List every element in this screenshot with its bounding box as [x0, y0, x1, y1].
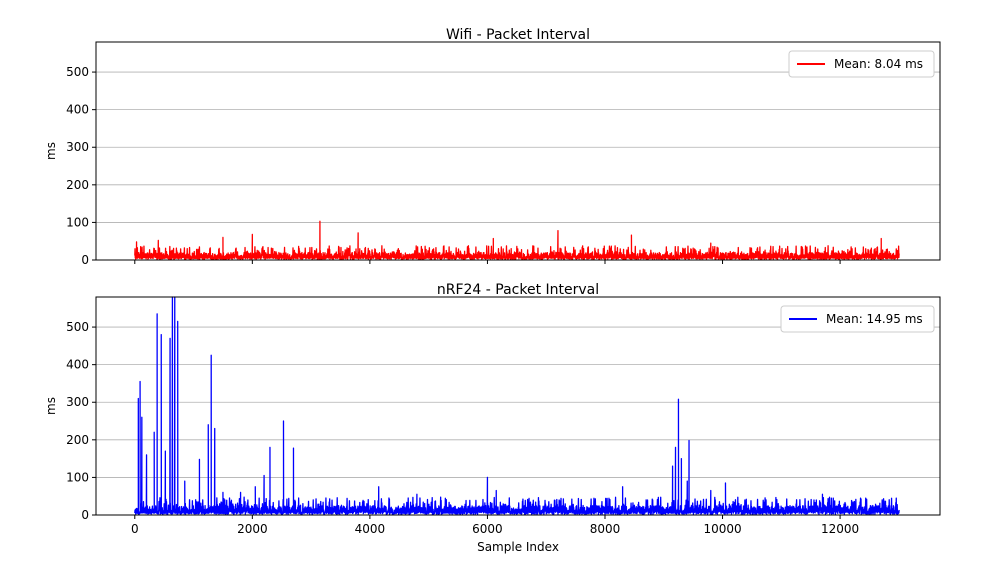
- y-tick-label: 400: [66, 358, 89, 372]
- subplot-wifi: Wifi - Packet Interval 0100200300400500 …: [44, 27, 941, 267]
- legend-box: [788, 50, 935, 78]
- y-tick-label: 500: [66, 65, 89, 79]
- y-tick-label: 400: [66, 103, 89, 117]
- y-tick-label: 200: [66, 433, 89, 447]
- y-tick-label: 500: [66, 320, 89, 334]
- x-axis-ticks: [134, 260, 841, 264]
- legend: Mean: 14.95 ms: [780, 305, 935, 333]
- x-tick-label: 0: [131, 522, 139, 536]
- y-gridlines: [96, 326, 940, 516]
- y-axis-label: ms: [44, 397, 58, 415]
- x-tick-label: 4000: [355, 522, 386, 536]
- chart-title: Wifi - Packet Interval: [446, 27, 590, 43]
- x-tick-label: 6000: [472, 522, 503, 536]
- y-tick-label: 0: [81, 253, 89, 267]
- y-axis-ticks: 0 100 200 300 400 500: [66, 65, 96, 267]
- y-tick-label: 200: [66, 178, 89, 192]
- series-line-wifi: [134, 220, 900, 260]
- y-tick-label: 100: [66, 215, 89, 229]
- x-axis-label: Sample Index: [477, 540, 559, 554]
- y-axis-ticks: 0 100 200 300 400 500: [66, 320, 96, 522]
- y-axis-label: ms: [44, 142, 58, 160]
- series-line: [134, 296, 900, 515]
- plot-frame: [95, 41, 941, 261]
- series-line: [134, 220, 900, 260]
- chart-title: nRF24 - Packet Interval: [437, 282, 599, 298]
- y-tick-label: 100: [66, 470, 89, 484]
- legend-label: Mean: 8.04 ms: [834, 57, 923, 71]
- x-tick-label: 8000: [590, 522, 621, 536]
- x-axis-ticks: 0 2000 4000 6000 8000 10000 12000: [131, 515, 859, 536]
- y-tick-label: 300: [66, 395, 89, 409]
- legend-label: Mean: 14.95 ms: [826, 312, 923, 326]
- y-tick-label: 0: [81, 508, 89, 522]
- x-tick-label: 2000: [237, 522, 268, 536]
- y-gridlines: [96, 71, 940, 261]
- subplot-nrf24: nRF24 - Packet Interval 0 100 200 300 400 500…: [44, 282, 941, 554]
- series-line-nrf24: [134, 296, 900, 515]
- x-tick-label: 12000: [821, 522, 859, 536]
- plot-frame: [95, 296, 941, 516]
- legend-box: [780, 305, 935, 333]
- x-tick-label: 10000: [703, 522, 741, 536]
- legend: Mean: 8.04 ms: [788, 50, 935, 78]
- y-tick-label: 300: [66, 140, 89, 154]
